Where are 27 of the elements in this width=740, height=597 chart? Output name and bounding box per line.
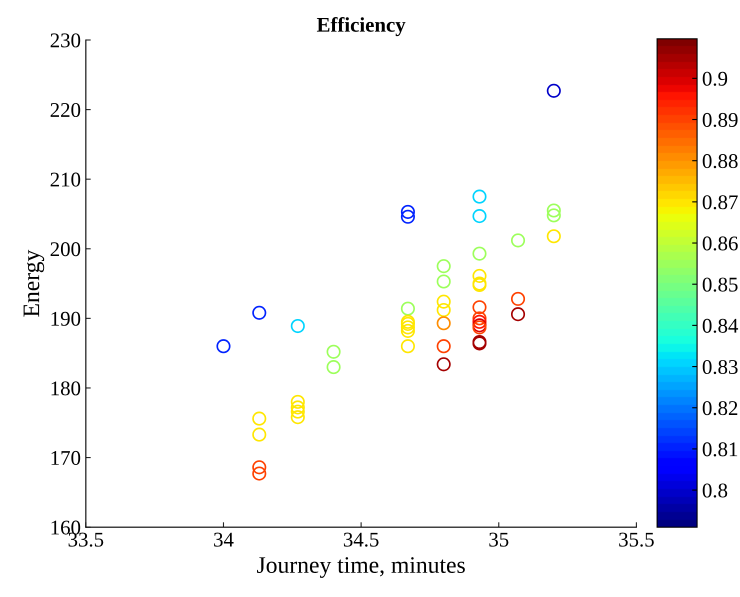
color-bar-label: 0.85 xyxy=(702,278,738,292)
y-tick-label: 230 xyxy=(50,33,80,48)
color-bar-label: 0.83 xyxy=(702,360,738,374)
color-bar-label: 0.9 xyxy=(702,72,728,86)
y-tick-label: 170 xyxy=(52,450,80,465)
y-axis-title: Energy xyxy=(24,250,44,317)
color-bar-label: 0.8 xyxy=(702,483,728,498)
y-tick-label: 190 xyxy=(52,312,80,326)
color-bar-label: 0.84 xyxy=(702,318,738,333)
y-tick-label: 200 xyxy=(50,242,80,256)
y-tick-label: 180 xyxy=(52,381,80,396)
y-tick-label: 210 xyxy=(50,172,80,187)
x-tick-label: 33.5 xyxy=(68,532,104,547)
x-tick-label: 35.5 xyxy=(619,532,654,547)
x-axis-title: Journey time, minutes xyxy=(257,557,465,578)
color-bar-label: 0.81 xyxy=(702,442,738,456)
color-bar-label: 0.86 xyxy=(702,236,738,251)
x-tick-label: 35 xyxy=(489,532,508,547)
x-tick-label: 34.5 xyxy=(344,532,379,547)
color-bar-label: 0.89 xyxy=(702,112,738,128)
color-bar-label: 0.87 xyxy=(702,195,738,210)
y-tick-label: 220 xyxy=(50,102,80,118)
chart-title: Efficiency xyxy=(316,17,406,36)
color-bar-label: 0.82 xyxy=(702,401,738,416)
y-tick-label: 160 xyxy=(52,520,80,535)
x-tick-label: 34 xyxy=(214,532,234,547)
color-bar-label: 0.88 xyxy=(702,154,738,168)
